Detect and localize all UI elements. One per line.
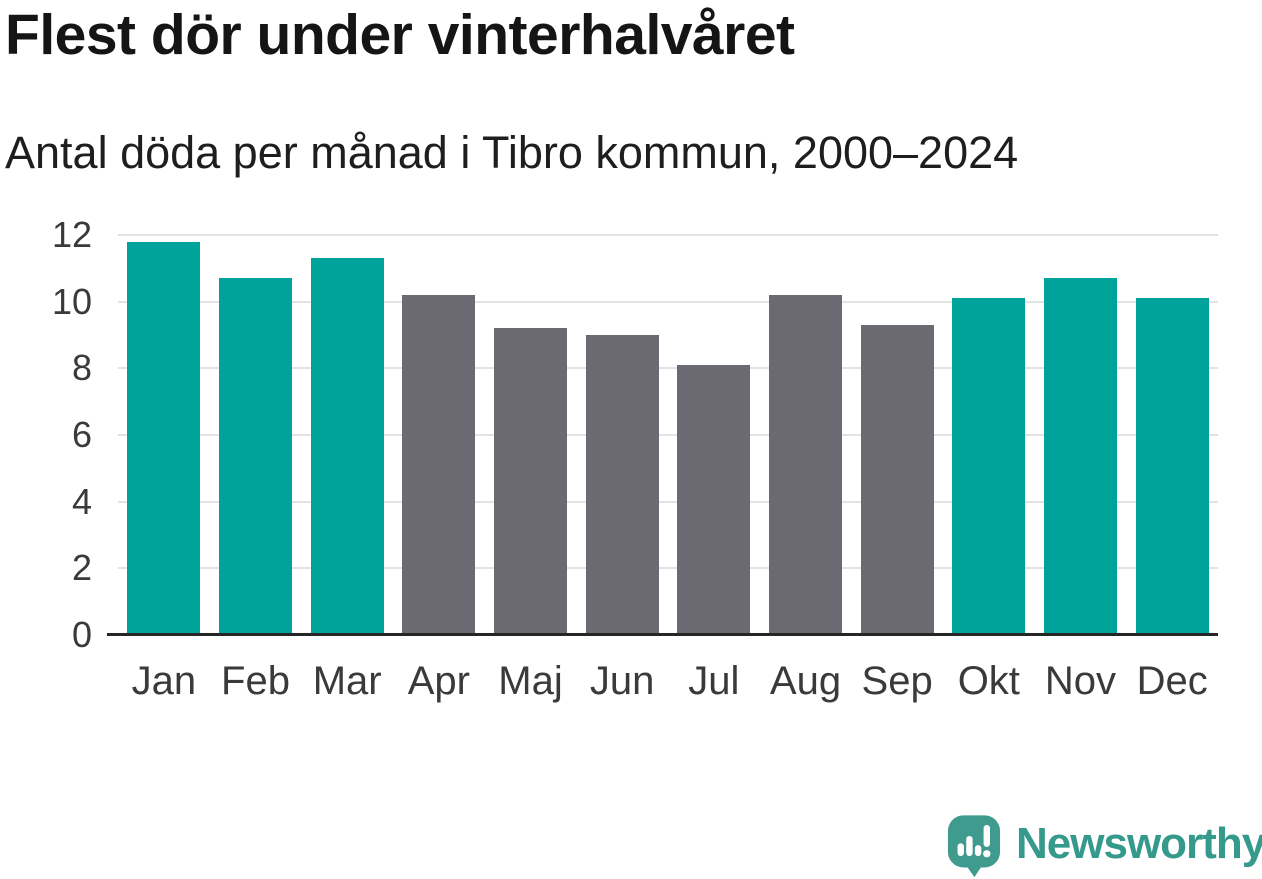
x-tick-label-jul: Jul xyxy=(688,659,740,703)
gridline-12 xyxy=(118,234,1218,236)
mini-bar-chart-glyph xyxy=(957,824,991,858)
bar-band-jan xyxy=(118,235,210,635)
newsworthy-logo: Newsworthy xyxy=(946,814,1262,878)
bar-apr xyxy=(402,295,476,635)
plot-area xyxy=(118,234,1218,635)
bar-band-jul xyxy=(668,235,760,635)
bar-mar xyxy=(310,258,384,635)
x-tick-label-sep: Sep xyxy=(861,659,933,703)
bar-okt xyxy=(952,298,1026,635)
x-tick-label-nov: Nov xyxy=(1044,659,1117,703)
x-tick-label-maj: Maj xyxy=(498,659,563,703)
bar-band-dec xyxy=(1126,235,1218,635)
y-tick-label-2: 2 xyxy=(71,547,92,589)
chart-title: Flest dör under vinterhalvåret xyxy=(5,3,795,67)
gridline-4 xyxy=(118,500,1218,503)
y-tick-label-4: 4 xyxy=(71,480,92,522)
bar-band-sep xyxy=(851,235,943,635)
bar-aug xyxy=(768,295,842,635)
y-tick-label-0: 0 xyxy=(71,614,92,655)
x-tick-label-apr: Apr xyxy=(407,659,470,703)
bar-band-apr xyxy=(393,235,485,635)
y-tick-label-12: 12 xyxy=(51,214,92,255)
x-tick-label-aug: Aug xyxy=(769,659,842,703)
bar-band-mar xyxy=(301,235,393,635)
bar-band-nov xyxy=(1035,235,1127,635)
bar-band-jun xyxy=(576,235,668,635)
bar-jun xyxy=(585,335,659,635)
gridline-2 xyxy=(118,567,1218,570)
gridline-8 xyxy=(118,367,1218,370)
bar-nov xyxy=(1043,278,1117,635)
y-axis-tick-labels: 0 2 4 6 8 10 12 xyxy=(0,217,92,653)
bar-maj xyxy=(493,328,567,635)
x-tick-label-dec: Dec xyxy=(1136,659,1208,703)
bar-jan xyxy=(127,241,201,635)
y-tick-label-8: 8 xyxy=(71,347,92,389)
y-tick-label-10: 10 xyxy=(51,280,92,322)
x-tick-label-feb: Feb xyxy=(221,659,290,703)
x-tick-label-okt: Okt xyxy=(957,659,1020,703)
bar-sep xyxy=(860,325,934,635)
bar-feb xyxy=(218,278,292,635)
newsworthy-speech-bubble-icon xyxy=(947,815,1001,878)
bar-band-feb xyxy=(210,235,302,635)
chart-subtitle: Antal döda per månad i Tibro kommun, 200… xyxy=(5,127,1019,178)
x-axis-line xyxy=(107,633,1218,636)
bar-jul xyxy=(677,365,751,635)
x-tick-label-jan: Jan xyxy=(131,659,197,703)
x-axis-tick-labels: Jan Feb Mar Apr Maj Jun Jul Aug Sep Okt Nov Dec xyxy=(118,659,1218,709)
bar-band-okt xyxy=(943,235,1035,635)
x-tick-label-jun: Jun xyxy=(589,659,655,703)
bar-band-aug xyxy=(760,235,852,635)
bar-dec xyxy=(1135,298,1209,635)
bar-band-maj xyxy=(485,235,577,635)
x-tick-label-mar: Mar xyxy=(312,659,382,703)
newsworthy-wordmark: Newsworthy xyxy=(1016,819,1262,868)
gridline-10 xyxy=(118,300,1218,303)
gridline-6 xyxy=(118,434,1218,436)
speech-bubble-shape xyxy=(947,815,1001,878)
y-tick-label-6: 6 xyxy=(71,414,92,455)
